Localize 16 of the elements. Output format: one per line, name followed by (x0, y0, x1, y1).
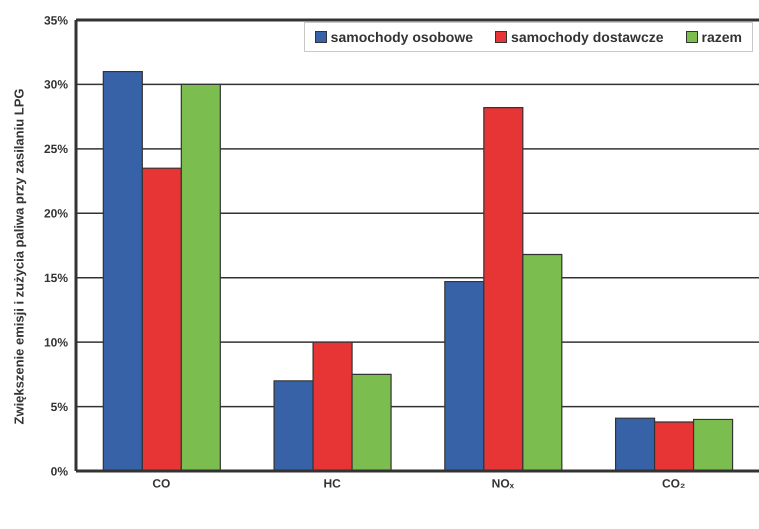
y-tick-label: 15% (44, 270, 68, 285)
y-tick-label: 10% (44, 335, 68, 350)
y-tick-label: 20% (44, 206, 68, 221)
x-tick-label: CO₂ (662, 476, 686, 491)
x-tick-label: NOₓ (492, 476, 515, 491)
y-tick-label: 30% (44, 78, 68, 92)
y-tick-label: 0% (50, 464, 68, 478)
y-tick-label: 25% (44, 142, 68, 156)
x-tick-label: CO (152, 476, 170, 491)
y-axis-title: Zwiększenie emisji i zużycia paliwa przy zasilaniu LPG (12, 88, 26, 424)
legend-label: samochody osobowe (330, 29, 474, 45)
y-tick-label: 5% (50, 400, 68, 414)
y-tick-label: 35% (44, 13, 68, 28)
legend-label: razem (700, 29, 742, 45)
legend-label: samochody dostawcze (510, 29, 664, 45)
x-tick-label: HC (323, 476, 342, 491)
